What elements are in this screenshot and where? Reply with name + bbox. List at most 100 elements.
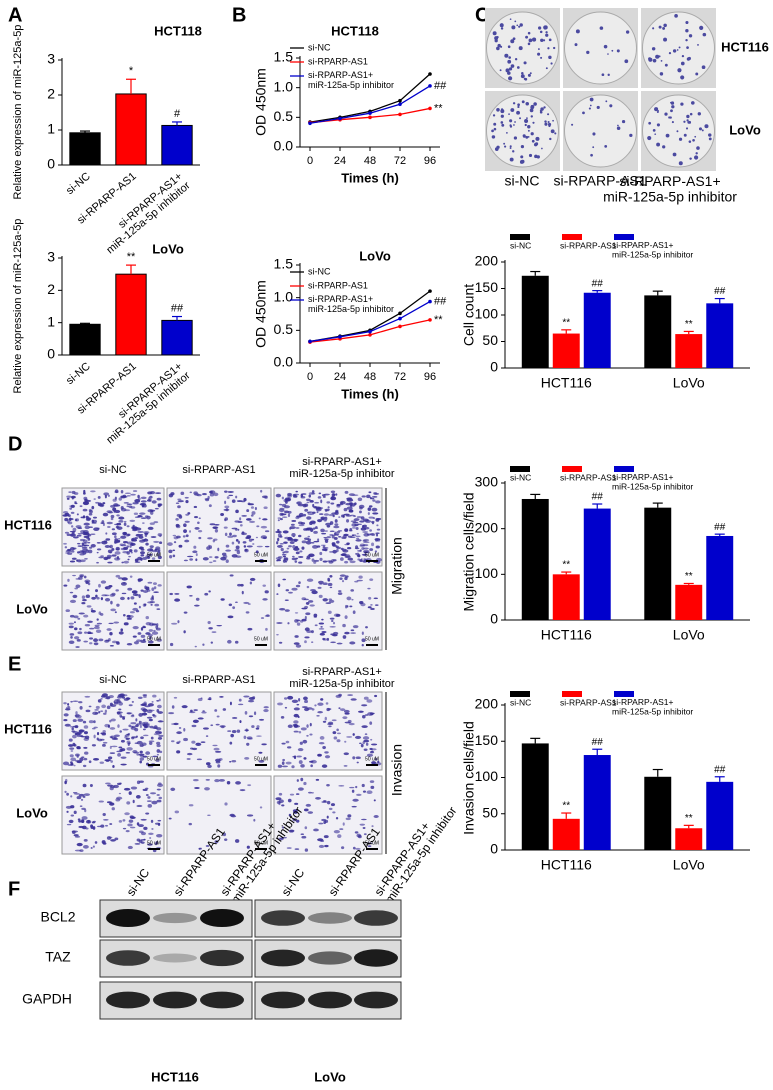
cell bbox=[170, 740, 175, 743]
colony bbox=[492, 31, 497, 36]
significance: ## bbox=[714, 522, 726, 533]
legend-swatch bbox=[562, 466, 582, 472]
legend-swatch bbox=[562, 234, 582, 240]
cell bbox=[351, 789, 355, 793]
cell bbox=[281, 836, 287, 839]
cell bbox=[304, 615, 307, 620]
colony-image bbox=[563, 8, 638, 88]
cell bbox=[336, 533, 340, 535]
significance: ** bbox=[127, 251, 136, 263]
cell bbox=[96, 618, 99, 621]
cell bbox=[148, 629, 154, 632]
cell bbox=[242, 541, 247, 544]
error-bar bbox=[530, 737, 541, 744]
cell bbox=[93, 626, 100, 630]
cell bbox=[346, 596, 352, 601]
x-tick-label: HCT116 bbox=[541, 627, 592, 643]
cell bbox=[317, 496, 322, 499]
colony bbox=[512, 150, 515, 153]
cell bbox=[214, 524, 220, 526]
cell bbox=[324, 549, 327, 552]
cell bbox=[202, 710, 205, 713]
cell bbox=[248, 503, 255, 506]
cell bbox=[234, 640, 239, 644]
cell bbox=[151, 557, 156, 560]
cell bbox=[183, 727, 186, 732]
cell bbox=[368, 491, 372, 494]
cell bbox=[89, 627, 95, 630]
cell bbox=[232, 606, 236, 610]
colony bbox=[543, 25, 548, 30]
cell bbox=[128, 555, 131, 558]
cell bbox=[64, 723, 71, 727]
cell bbox=[209, 493, 215, 497]
colony bbox=[494, 39, 498, 43]
colony bbox=[574, 43, 578, 47]
cell bbox=[291, 765, 295, 769]
cell bbox=[354, 547, 360, 550]
cell bbox=[318, 492, 322, 495]
y-tick-label: 0 bbox=[490, 611, 498, 627]
cell bbox=[236, 500, 243, 502]
cell bbox=[352, 610, 356, 615]
lane-label: si-RPARP-AS1+miR-125a-5p inhibitor bbox=[372, 797, 460, 907]
cell bbox=[340, 514, 345, 518]
cell bbox=[254, 506, 257, 511]
cell bbox=[310, 542, 315, 544]
cell bbox=[359, 506, 363, 510]
cell bbox=[352, 756, 356, 760]
cell bbox=[313, 828, 319, 832]
scale-label: 50 uM bbox=[254, 636, 268, 642]
legend-label: si-RPARP-AS1 bbox=[560, 240, 617, 250]
cell bbox=[210, 724, 214, 727]
cell bbox=[227, 615, 234, 619]
cell bbox=[354, 580, 359, 583]
cell bbox=[259, 718, 265, 721]
error-bar bbox=[683, 330, 694, 335]
cell bbox=[90, 608, 94, 612]
legend-swatch bbox=[614, 466, 634, 472]
cell bbox=[126, 747, 133, 751]
cell bbox=[258, 517, 261, 520]
cell bbox=[84, 631, 88, 634]
cell bbox=[342, 635, 347, 639]
cell bbox=[112, 764, 115, 768]
cell bbox=[322, 560, 328, 563]
colony bbox=[527, 129, 530, 132]
cell bbox=[109, 719, 112, 723]
cell bbox=[346, 736, 353, 738]
cell bbox=[307, 513, 315, 515]
error-bar bbox=[714, 297, 725, 304]
cell bbox=[235, 509, 239, 514]
row-label: LoVo bbox=[16, 805, 48, 820]
cell bbox=[122, 717, 126, 720]
cell bbox=[326, 525, 331, 528]
colony bbox=[687, 56, 691, 61]
colony bbox=[658, 55, 661, 58]
cell bbox=[370, 738, 373, 741]
scale-bar bbox=[366, 560, 378, 562]
cell bbox=[73, 615, 79, 619]
cell bbox=[317, 702, 324, 706]
colony bbox=[668, 52, 672, 55]
cell bbox=[195, 553, 198, 557]
cell bbox=[192, 719, 199, 724]
cell bbox=[303, 808, 309, 812]
cell bbox=[222, 708, 227, 711]
colony bbox=[599, 26, 604, 30]
cell bbox=[118, 497, 122, 501]
cell bbox=[348, 509, 354, 513]
cell bbox=[156, 553, 161, 557]
colony bbox=[681, 54, 685, 58]
colony bbox=[507, 59, 512, 64]
cell bbox=[85, 594, 91, 599]
cell bbox=[77, 631, 83, 635]
cell bbox=[245, 728, 248, 732]
cell bbox=[98, 556, 104, 559]
cell bbox=[178, 727, 182, 729]
cell bbox=[312, 545, 319, 549]
cell bbox=[375, 500, 381, 504]
cell bbox=[109, 631, 113, 636]
cell bbox=[194, 787, 200, 790]
cell bbox=[77, 617, 81, 620]
